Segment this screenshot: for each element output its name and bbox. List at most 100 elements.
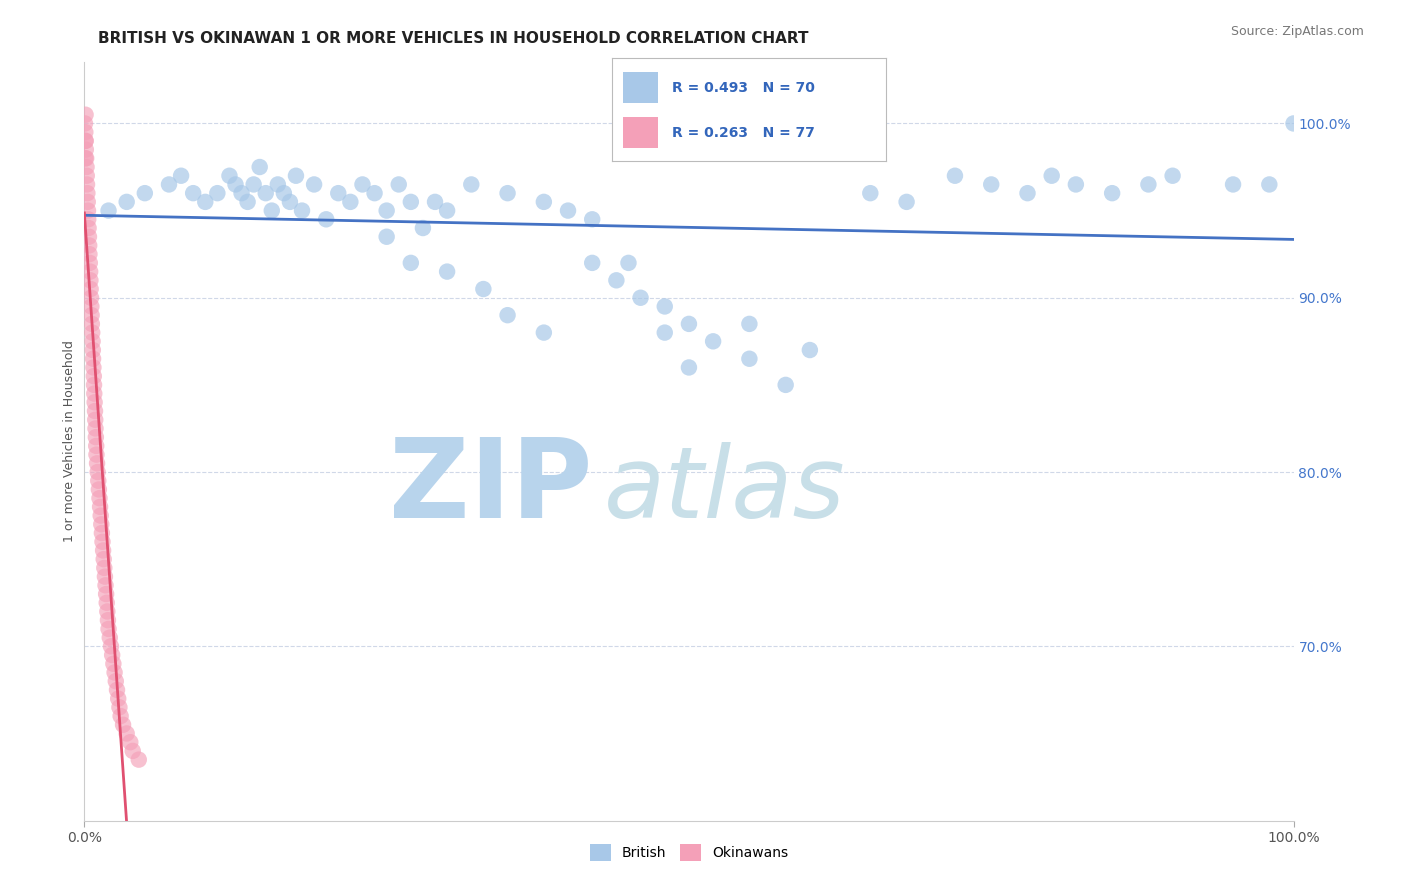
Point [75, 134, 97, 148]
Point [412, 221, 434, 235]
Point [678, 317, 700, 331]
Point [82, 343, 104, 357]
Point [654, 300, 676, 314]
Point [75, 108, 97, 122]
Point [249, 160, 271, 174]
Point [399, 194, 422, 209]
Point [80, 300, 103, 314]
Point [630, 291, 652, 305]
Point [79, 264, 101, 278]
Point [87, 474, 110, 488]
Point [291, 203, 314, 218]
Point [82, 351, 104, 366]
Point [94, 569, 117, 583]
Point [93, 552, 115, 566]
Point [84, 413, 107, 427]
Point [76, 169, 98, 183]
Point [218, 169, 240, 183]
Point [472, 282, 495, 296]
Bar [623, 72, 658, 103]
Point [533, 326, 555, 340]
Point [96, 605, 118, 619]
Point [86, 465, 108, 479]
Point [115, 726, 138, 740]
Point [80, 317, 103, 331]
Point [80, 308, 103, 322]
Point [90, 517, 112, 532]
Point [89, 491, 111, 506]
Point [128, 753, 150, 767]
Point [533, 194, 555, 209]
Point [134, 186, 156, 201]
Point [678, 360, 700, 375]
Point [302, 178, 325, 192]
Point [94, 587, 117, 601]
Point [207, 186, 229, 201]
Point [100, 640, 122, 654]
Point [225, 178, 247, 192]
Point [86, 448, 108, 462]
Point [496, 308, 519, 322]
Point [1137, 178, 1160, 192]
Point [75, 125, 97, 139]
Point [101, 648, 124, 662]
Point [104, 674, 127, 689]
Point [943, 169, 966, 183]
Point [799, 343, 821, 357]
Point [84, 421, 107, 435]
Point [242, 178, 264, 192]
Point [80, 291, 103, 305]
Point [352, 178, 374, 192]
Point [103, 657, 125, 671]
Point [254, 186, 277, 201]
Text: BRITISH VS OKINAWAN 1 OR MORE VEHICLES IN HOUSEHOLD CORRELATION CHART: BRITISH VS OKINAWAN 1 OR MORE VEHICLES I… [98, 31, 808, 46]
Point [112, 718, 135, 732]
Point [170, 169, 193, 183]
Point [1258, 178, 1281, 192]
Point [83, 377, 105, 392]
Point [82, 326, 104, 340]
Point [77, 203, 100, 218]
Point [79, 282, 101, 296]
Point [231, 186, 253, 201]
Bar [623, 118, 658, 148]
Point [581, 256, 603, 270]
Point [75, 134, 97, 148]
Point [75, 151, 97, 165]
Text: atlas: atlas [605, 442, 846, 540]
Point [181, 186, 204, 201]
Point [363, 186, 385, 201]
Point [84, 430, 107, 444]
Point [90, 508, 112, 523]
Point [315, 212, 337, 227]
Point [157, 178, 180, 192]
Point [1064, 178, 1087, 192]
Point [76, 178, 98, 192]
Point [605, 273, 627, 287]
Point [104, 665, 127, 680]
Point [97, 203, 120, 218]
Point [1161, 169, 1184, 183]
Point [775, 377, 797, 392]
Point [98, 631, 121, 645]
Point [76, 186, 98, 201]
Point [375, 203, 398, 218]
Point [97, 622, 120, 636]
Point [107, 691, 129, 706]
Point [82, 334, 104, 349]
Point [87, 483, 110, 497]
Point [121, 744, 143, 758]
Point [110, 709, 132, 723]
Text: Source: ZipAtlas.com: Source: ZipAtlas.com [1230, 25, 1364, 38]
Point [79, 256, 101, 270]
Text: R = 0.493   N = 70: R = 0.493 N = 70 [672, 81, 815, 95]
Point [738, 351, 761, 366]
Point [339, 194, 361, 209]
Point [93, 561, 115, 575]
Point [460, 178, 482, 192]
Point [557, 203, 579, 218]
Point [1017, 186, 1039, 201]
Point [75, 151, 97, 165]
Point [97, 613, 120, 627]
Point [76, 194, 98, 209]
